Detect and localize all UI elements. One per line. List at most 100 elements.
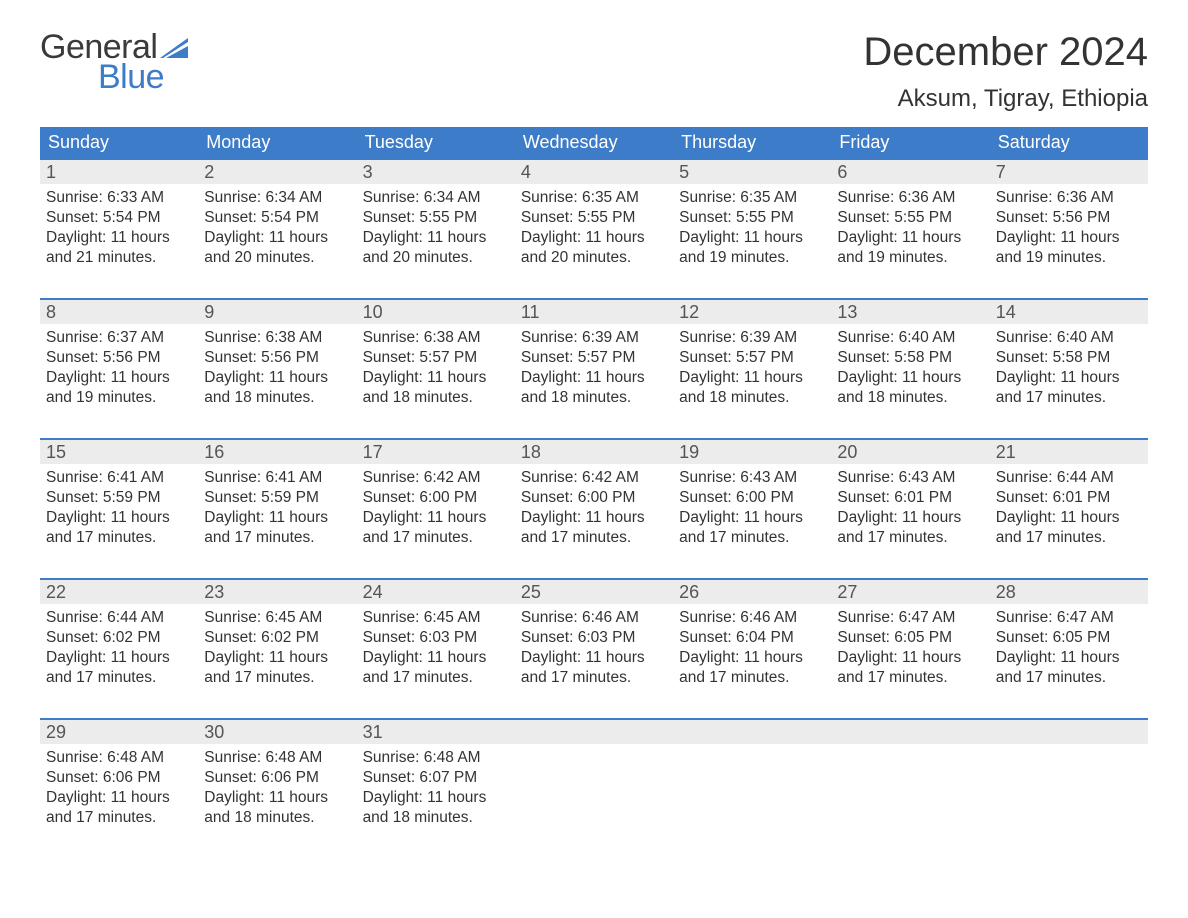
day-sunset: Sunset: 5:56 PM — [996, 208, 1142, 228]
day-body: Sunrise: 6:38 AMSunset: 5:57 PMDaylight:… — [357, 324, 515, 420]
day-body: Sunrise: 6:35 AMSunset: 5:55 PMDaylight:… — [515, 184, 673, 280]
day-body: Sunrise: 6:34 AMSunset: 5:54 PMDaylight:… — [198, 184, 356, 280]
day-body: Sunrise: 6:36 AMSunset: 5:56 PMDaylight:… — [990, 184, 1148, 280]
day-sunset: Sunset: 6:00 PM — [363, 488, 509, 508]
day-cell: 31Sunrise: 6:48 AMSunset: 6:07 PMDayligh… — [357, 720, 515, 840]
day-body: Sunrise: 6:46 AMSunset: 6:04 PMDaylight:… — [673, 604, 831, 700]
logo-text-blue: Blue — [98, 60, 188, 94]
day-dl1: Daylight: 11 hours — [204, 228, 350, 248]
day-dl1: Daylight: 11 hours — [46, 788, 192, 808]
day-sunset: Sunset: 5:54 PM — [46, 208, 192, 228]
day-sunset: Sunset: 6:04 PM — [679, 628, 825, 648]
day-cell: 22Sunrise: 6:44 AMSunset: 6:02 PMDayligh… — [40, 580, 198, 700]
day-body: Sunrise: 6:35 AMSunset: 5:55 PMDaylight:… — [673, 184, 831, 280]
day-body: Sunrise: 6:43 AMSunset: 6:01 PMDaylight:… — [831, 464, 989, 560]
day-sunrise: Sunrise: 6:33 AM — [46, 188, 192, 208]
day-number — [515, 720, 673, 744]
day-dl2: and 18 minutes. — [204, 388, 350, 408]
day-dl2: and 18 minutes. — [363, 808, 509, 828]
day-number: 21 — [990, 440, 1148, 464]
day-dl1: Daylight: 11 hours — [363, 508, 509, 528]
dow-header-cell: Monday — [198, 127, 356, 158]
day-sunrise: Sunrise: 6:47 AM — [996, 608, 1142, 628]
day-dl2: and 18 minutes. — [363, 388, 509, 408]
day-number: 4 — [515, 160, 673, 184]
day-dl1: Daylight: 11 hours — [679, 648, 825, 668]
day-number: 17 — [357, 440, 515, 464]
day-number: 30 — [198, 720, 356, 744]
day-dl2: and 17 minutes. — [996, 668, 1142, 688]
day-cell: 27Sunrise: 6:47 AMSunset: 6:05 PMDayligh… — [831, 580, 989, 700]
dow-header-row: SundayMondayTuesdayWednesdayThursdayFrid… — [40, 127, 1148, 158]
day-sunrise: Sunrise: 6:40 AM — [837, 328, 983, 348]
day-sunrise: Sunrise: 6:36 AM — [996, 188, 1142, 208]
day-cell: 8Sunrise: 6:37 AMSunset: 5:56 PMDaylight… — [40, 300, 198, 420]
day-cell — [831, 720, 989, 840]
day-number: 23 — [198, 580, 356, 604]
week-row: 1Sunrise: 6:33 AMSunset: 5:54 PMDaylight… — [40, 158, 1148, 280]
day-sunrise: Sunrise: 6:43 AM — [679, 468, 825, 488]
day-sunrise: Sunrise: 6:35 AM — [679, 188, 825, 208]
day-number: 2 — [198, 160, 356, 184]
day-sunset: Sunset: 6:03 PM — [521, 628, 667, 648]
week-row: 22Sunrise: 6:44 AMSunset: 6:02 PMDayligh… — [40, 578, 1148, 700]
day-number — [673, 720, 831, 744]
day-body: Sunrise: 6:44 AMSunset: 6:01 PMDaylight:… — [990, 464, 1148, 560]
day-body: Sunrise: 6:48 AMSunset: 6:07 PMDaylight:… — [357, 744, 515, 840]
day-dl1: Daylight: 11 hours — [521, 228, 667, 248]
title-block: December 2024 Aksum, Tigray, Ethiopia — [863, 30, 1148, 113]
day-sunset: Sunset: 6:00 PM — [679, 488, 825, 508]
day-dl2: and 18 minutes. — [521, 388, 667, 408]
calendar: SundayMondayTuesdayWednesdayThursdayFrid… — [40, 127, 1148, 840]
day-number: 11 — [515, 300, 673, 324]
day-body: Sunrise: 6:46 AMSunset: 6:03 PMDaylight:… — [515, 604, 673, 700]
day-dl2: and 17 minutes. — [46, 808, 192, 828]
day-number — [990, 720, 1148, 744]
day-cell: 20Sunrise: 6:43 AMSunset: 6:01 PMDayligh… — [831, 440, 989, 560]
day-dl1: Daylight: 11 hours — [204, 648, 350, 668]
day-cell: 29Sunrise: 6:48 AMSunset: 6:06 PMDayligh… — [40, 720, 198, 840]
day-number: 20 — [831, 440, 989, 464]
day-number: 18 — [515, 440, 673, 464]
day-sunrise: Sunrise: 6:38 AM — [363, 328, 509, 348]
day-dl2: and 17 minutes. — [521, 528, 667, 548]
day-cell: 24Sunrise: 6:45 AMSunset: 6:03 PMDayligh… — [357, 580, 515, 700]
day-cell: 17Sunrise: 6:42 AMSunset: 6:00 PMDayligh… — [357, 440, 515, 560]
day-dl1: Daylight: 11 hours — [837, 648, 983, 668]
day-sunrise: Sunrise: 6:45 AM — [363, 608, 509, 628]
dow-header-cell: Saturday — [990, 127, 1148, 158]
day-cell: 16Sunrise: 6:41 AMSunset: 5:59 PMDayligh… — [198, 440, 356, 560]
day-body — [673, 744, 831, 840]
day-sunset: Sunset: 5:54 PM — [204, 208, 350, 228]
day-sunrise: Sunrise: 6:46 AM — [679, 608, 825, 628]
day-dl1: Daylight: 11 hours — [363, 648, 509, 668]
day-cell: 23Sunrise: 6:45 AMSunset: 6:02 PMDayligh… — [198, 580, 356, 700]
day-dl2: and 19 minutes. — [996, 248, 1142, 268]
day-dl2: and 17 minutes. — [46, 668, 192, 688]
day-body: Sunrise: 6:45 AMSunset: 6:02 PMDaylight:… — [198, 604, 356, 700]
day-cell: 14Sunrise: 6:40 AMSunset: 5:58 PMDayligh… — [990, 300, 1148, 420]
day-number: 9 — [198, 300, 356, 324]
day-dl1: Daylight: 11 hours — [996, 368, 1142, 388]
day-dl1: Daylight: 11 hours — [204, 368, 350, 388]
day-number: 27 — [831, 580, 989, 604]
week-row: 29Sunrise: 6:48 AMSunset: 6:06 PMDayligh… — [40, 718, 1148, 840]
day-sunrise: Sunrise: 6:45 AM — [204, 608, 350, 628]
day-number: 7 — [990, 160, 1148, 184]
day-dl1: Daylight: 11 hours — [46, 508, 192, 528]
day-body: Sunrise: 6:48 AMSunset: 6:06 PMDaylight:… — [198, 744, 356, 840]
day-sunrise: Sunrise: 6:41 AM — [204, 468, 350, 488]
day-cell: 1Sunrise: 6:33 AMSunset: 5:54 PMDaylight… — [40, 160, 198, 280]
day-sunrise: Sunrise: 6:38 AM — [204, 328, 350, 348]
day-dl1: Daylight: 11 hours — [996, 508, 1142, 528]
day-body: Sunrise: 6:45 AMSunset: 6:03 PMDaylight:… — [357, 604, 515, 700]
day-cell: 13Sunrise: 6:40 AMSunset: 5:58 PMDayligh… — [831, 300, 989, 420]
logo: General Blue — [40, 30, 188, 94]
day-sunrise: Sunrise: 6:40 AM — [996, 328, 1142, 348]
day-number: 24 — [357, 580, 515, 604]
day-dl2: and 17 minutes. — [996, 528, 1142, 548]
day-dl2: and 17 minutes. — [363, 528, 509, 548]
day-sunset: Sunset: 6:07 PM — [363, 768, 509, 788]
day-body: Sunrise: 6:41 AMSunset: 5:59 PMDaylight:… — [40, 464, 198, 560]
day-sunrise: Sunrise: 6:39 AM — [521, 328, 667, 348]
